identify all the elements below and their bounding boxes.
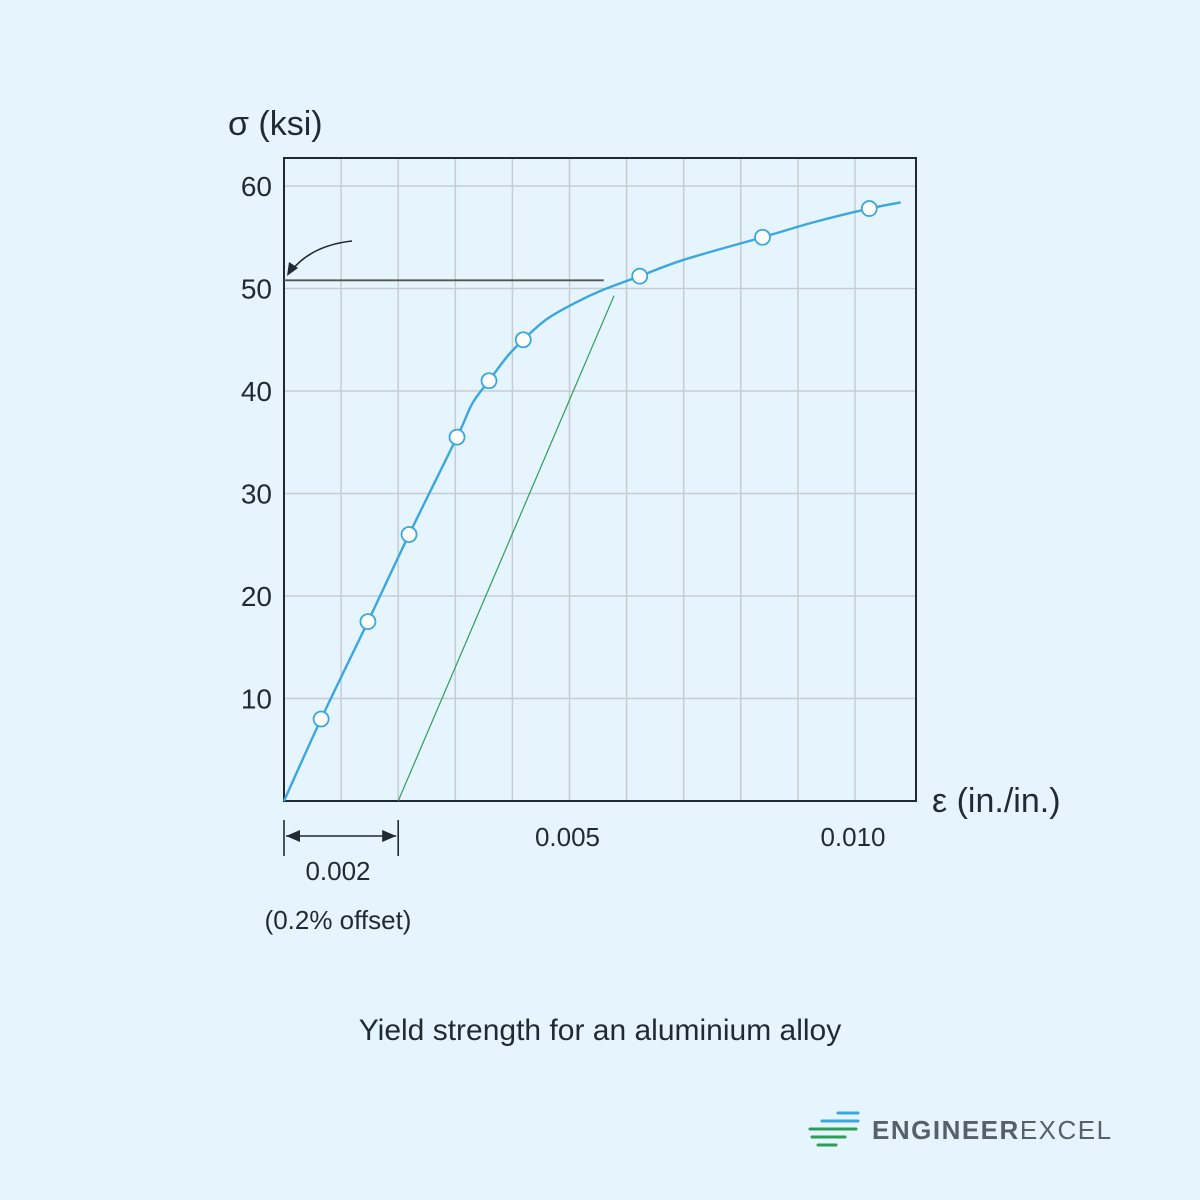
offset-value-label: 0.002 <box>305 856 370 886</box>
y-axis-label: σ (ksi) <box>228 105 323 143</box>
data-point <box>631 267 649 285</box>
y-tick-labels: 10 20 30 40 50 60 <box>241 171 272 715</box>
brand-wordmark: ENGINEEREXCEL <box>872 1115 1113 1145</box>
y-tick-label: 20 <box>241 581 272 612</box>
brand-logo-icon <box>808 1111 860 1147</box>
stress-strain-curve <box>282 201 901 802</box>
data-point <box>312 710 330 728</box>
data-point <box>754 228 771 246</box>
plot-area-frame <box>283 157 917 802</box>
brand-wordmark-light: EXCEL <box>1020 1115 1113 1145</box>
x-tick-label: 0.010 <box>820 822 885 852</box>
data-point <box>359 613 377 631</box>
y-tick-label: 30 <box>241 479 272 510</box>
brand-logo: ENGINEEREXCEL <box>808 1111 1113 1147</box>
data-point <box>400 526 418 543</box>
data-markers <box>312 200 878 728</box>
brand-wordmark-bold: ENGINEER <box>872 1115 1020 1145</box>
data-point <box>514 331 532 349</box>
y-tick-label: 50 <box>241 274 272 305</box>
yield-pointer-arrowhead <box>287 262 298 276</box>
yield-pointer-arrow <box>291 240 353 271</box>
data-point <box>480 372 498 390</box>
dimension-arrowhead-left <box>286 830 300 842</box>
chart-caption: Yield strength for an aluminium alloy <box>359 1014 841 1047</box>
data-point <box>860 200 878 217</box>
y-tick-label: 60 <box>241 171 272 202</box>
data-point <box>448 428 466 446</box>
x-axis-label: ε (in./in.) <box>932 782 1061 820</box>
y-tick-label: 40 <box>241 376 272 407</box>
y-tick-label: 10 <box>241 684 272 715</box>
x-tick-label: 0.005 <box>535 822 600 852</box>
grid-lines <box>284 158 916 801</box>
offset-dimension <box>283 820 400 856</box>
dimension-arrowhead-right <box>382 830 397 842</box>
offset-note-label: (0.2% offset) <box>265 905 412 935</box>
plot-lines <box>282 201 901 802</box>
offset-line <box>397 295 615 802</box>
x-tick-labels: 0.005 0.010 <box>535 822 886 852</box>
